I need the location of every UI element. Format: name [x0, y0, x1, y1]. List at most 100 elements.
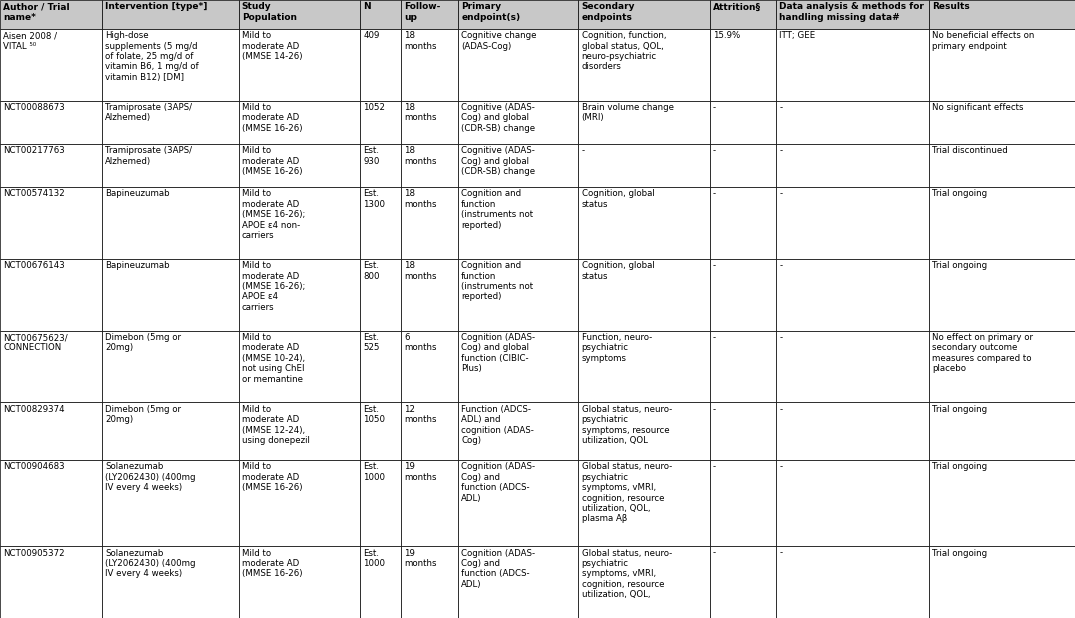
Bar	[578, 331, 710, 402]
Text: Mild to
moderate AD
(MMSE 14-26): Mild to moderate AD (MMSE 14-26)	[242, 32, 302, 61]
Bar	[0, 402, 102, 460]
Bar	[578, 144, 710, 187]
Text: Mild to
moderate AD
(MMSE 16-26): Mild to moderate AD (MMSE 16-26)	[242, 146, 302, 176]
Bar	[360, 144, 401, 187]
Text: Cognition, function,
global status, QOL,
neuro-psychiatric
disorders: Cognition, function, global status, QOL,…	[582, 32, 666, 72]
Text: -: -	[582, 146, 585, 155]
Text: Bapineuzumab: Bapineuzumab	[105, 261, 170, 270]
Bar	[776, 259, 929, 331]
Text: 15.9%: 15.9%	[713, 32, 740, 40]
Text: Global status, neuro-
psychiatric
symptoms, vMRI,
cognition, resource
utilizatio: Global status, neuro- psychiatric sympto…	[582, 549, 672, 599]
Text: NCT00904683: NCT00904683	[3, 462, 64, 472]
Text: -: -	[779, 333, 783, 342]
Bar	[710, 460, 776, 546]
Bar	[458, 187, 578, 259]
Text: Mild to
moderate AD
(MMSE 16-26): Mild to moderate AD (MMSE 16-26)	[242, 462, 302, 492]
Bar	[102, 331, 239, 402]
Text: -: -	[713, 261, 716, 270]
Text: 12
months: 12 months	[404, 405, 436, 425]
Text: Cognitive (ADAS-
Cog) and global
(CDR-SB) change: Cognitive (ADAS- Cog) and global (CDR-SB…	[461, 103, 535, 133]
Bar	[239, 460, 360, 546]
Text: 19
months: 19 months	[404, 462, 436, 482]
Bar	[239, 546, 360, 618]
Bar	[102, 402, 239, 460]
Text: NCT00829374: NCT00829374	[3, 405, 64, 414]
Text: Tramiprosate (3APS/
Alzhemed): Tramiprosate (3APS/ Alzhemed)	[105, 146, 192, 166]
Bar	[710, 144, 776, 187]
Bar	[102, 144, 239, 187]
Text: -: -	[713, 462, 716, 472]
Bar	[239, 101, 360, 144]
Bar	[360, 402, 401, 460]
Text: No effect on primary or
secondary outcome
measures compared to
placebo: No effect on primary or secondary outcom…	[932, 333, 1033, 373]
Bar	[239, 144, 360, 187]
Text: Est.
800: Est. 800	[363, 261, 379, 281]
Text: Attrition§: Attrition§	[713, 2, 761, 12]
Bar	[0, 259, 102, 331]
Bar	[0, 546, 102, 618]
Bar	[710, 259, 776, 331]
Text: Study
Population: Study Population	[242, 2, 297, 22]
Text: -: -	[779, 261, 783, 270]
Text: Dimebon (5mg or
20mg): Dimebon (5mg or 20mg)	[105, 405, 182, 425]
Bar	[0, 187, 102, 259]
Bar	[929, 402, 1075, 460]
Bar	[710, 402, 776, 460]
Text: -: -	[779, 146, 783, 155]
Bar	[776, 187, 929, 259]
Bar	[401, 144, 458, 187]
Text: Est.
1000: Est. 1000	[363, 549, 385, 568]
Bar	[776, 144, 929, 187]
Bar	[929, 331, 1075, 402]
Bar	[0, 460, 102, 546]
Bar	[710, 0, 776, 29]
Bar	[458, 331, 578, 402]
Bar	[710, 101, 776, 144]
Bar	[458, 0, 578, 29]
Bar	[0, 0, 102, 29]
Bar	[776, 331, 929, 402]
Text: Bapineuzumab: Bapineuzumab	[105, 189, 170, 198]
Bar	[401, 331, 458, 402]
Bar	[458, 144, 578, 187]
Bar	[360, 331, 401, 402]
Text: Function (ADCS-
ADL) and
cognition (ADAS-
Cog): Function (ADCS- ADL) and cognition (ADAS…	[461, 405, 534, 445]
Bar	[710, 546, 776, 618]
Text: -: -	[713, 333, 716, 342]
Text: Mild to
moderate AD
(MMSE 12-24),
using donepezil: Mild to moderate AD (MMSE 12-24), using …	[242, 405, 310, 445]
Text: ITT; GEE: ITT; GEE	[779, 32, 816, 40]
Text: Mild to
moderate AD
(MMSE 16-26): Mild to moderate AD (MMSE 16-26)	[242, 103, 302, 133]
Text: Aisen 2008 /
VITAL ⁵⁰: Aisen 2008 / VITAL ⁵⁰	[3, 32, 57, 51]
Text: 409: 409	[363, 32, 379, 40]
Text: Trial ongoing: Trial ongoing	[932, 405, 987, 414]
Bar	[929, 460, 1075, 546]
Text: Est.
525: Est. 525	[363, 333, 379, 352]
Bar	[458, 101, 578, 144]
Bar	[929, 0, 1075, 29]
Bar	[458, 460, 578, 546]
Text: -: -	[779, 405, 783, 414]
Text: Mild to
moderate AD
(MMSE 10-24),
not using ChEI
or memantine: Mild to moderate AD (MMSE 10-24), not us…	[242, 333, 305, 384]
Bar	[360, 0, 401, 29]
Text: Secondary
endpoints: Secondary endpoints	[582, 2, 635, 22]
Bar	[710, 187, 776, 259]
Bar	[102, 29, 239, 101]
Bar	[458, 29, 578, 101]
Text: NCT00574132: NCT00574132	[3, 189, 64, 198]
Bar	[102, 546, 239, 618]
Text: Primary
endpoint(s): Primary endpoint(s)	[461, 2, 520, 22]
Text: Intervention [type*]: Intervention [type*]	[105, 2, 207, 12]
Bar	[401, 187, 458, 259]
Text: Follow-
up: Follow- up	[404, 2, 441, 22]
Bar	[360, 101, 401, 144]
Text: Trial ongoing: Trial ongoing	[932, 261, 987, 270]
Text: Results: Results	[932, 2, 970, 12]
Text: Cognition (ADAS-
Cog) and
function (ADCS-
ADL): Cognition (ADAS- Cog) and function (ADCS…	[461, 549, 535, 589]
Bar	[102, 101, 239, 144]
Bar	[776, 0, 929, 29]
Bar	[578, 259, 710, 331]
Bar	[458, 546, 578, 618]
Text: 18
months: 18 months	[404, 32, 436, 51]
Text: Mild to
moderate AD
(MMSE 16-26);
APOE ε4 non-
carriers: Mild to moderate AD (MMSE 16-26); APOE ε…	[242, 189, 305, 240]
Text: 18
months: 18 months	[404, 103, 436, 122]
